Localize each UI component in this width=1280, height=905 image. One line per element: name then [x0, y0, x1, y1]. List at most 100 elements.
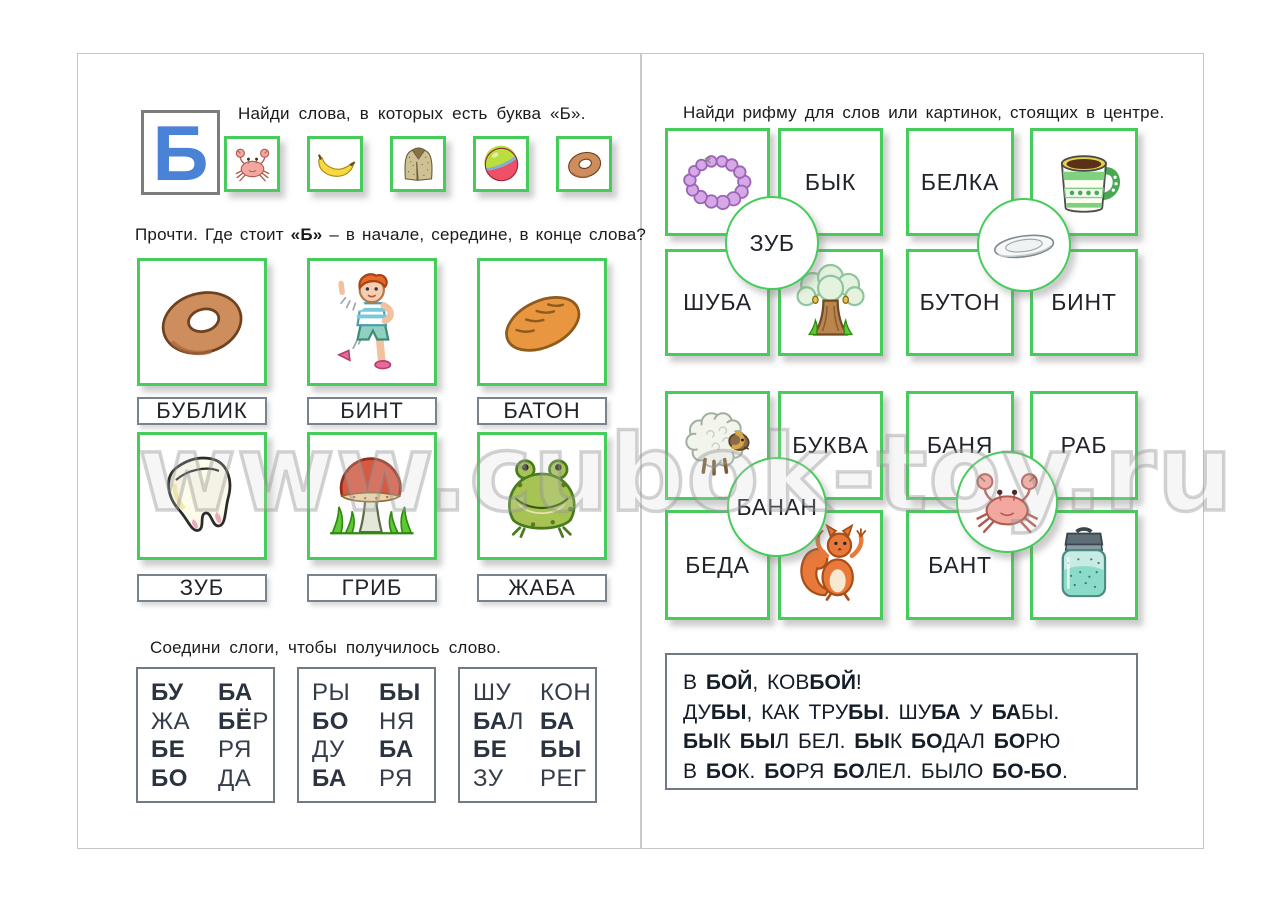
rhyme-title: Найди рифму для слов или картинок, стоящ…: [683, 103, 1165, 122]
task2-title: Прочти. Где стоит «Б» – в начале, середи…: [135, 225, 647, 244]
mushroom-icon: [316, 441, 428, 551]
syllable-box: РЫ БЫ БО НЯ ДУ БА БА РЯ: [297, 667, 436, 803]
syllable-cell: БАЛ: [473, 707, 524, 735]
syllable-box: ШУ КОН БАЛ БА БЕ БЫ ЗУ РЕГ: [458, 667, 597, 803]
syllable-cell: БЁР: [218, 707, 269, 735]
syllable-row: ЖА БЁР: [138, 708, 273, 737]
mug-icon: [1038, 136, 1130, 228]
rhyme-circle-word: БАНАН: [736, 493, 818, 520]
tooth-icon: [146, 441, 258, 551]
picture-card: [477, 432, 607, 560]
rhyme-card: БЕЛКА: [906, 128, 1014, 236]
rhyme-word: БЕЛКА: [920, 168, 1000, 195]
task3-title: Соедини слоги, чтобы получилось слово.: [150, 638, 502, 657]
bagel-icon: [562, 142, 607, 187]
reading-line: В БОЙ, КОВБОЙ!: [683, 671, 862, 694]
reading-line: ДУБЫ, КАК ТРУБЫ. ШУБА У БАБЫ.: [683, 700, 1060, 724]
rhyme-circle-word: ЗУБ: [749, 229, 795, 256]
syllable-cell: БА: [218, 679, 253, 707]
rhyme-word: БЫК: [804, 168, 857, 195]
frog-icon: [486, 441, 598, 551]
syllable-cell: ДА: [218, 764, 252, 792]
syllable-cell: ЗУ: [473, 764, 504, 792]
task1-card: [390, 136, 446, 192]
syllable-cell: НЯ: [379, 707, 415, 735]
syllable-cell: БО: [312, 707, 349, 735]
squirrel-icon: [786, 518, 875, 612]
banana-icon: [313, 142, 358, 187]
syllable-cell: БА: [379, 736, 414, 764]
plate-icon: [987, 208, 1061, 282]
word-label: БАТОН: [477, 397, 607, 425]
rhyme-word: БЕДА: [685, 551, 750, 578]
rhyme-word: БАНЯ: [926, 432, 994, 458]
syllable-cell: ЖА: [151, 707, 191, 735]
necklace-icon: [673, 136, 762, 228]
syllable-row: БЕ РЯ: [138, 736, 273, 765]
word-label: БУБЛИК: [137, 397, 267, 425]
bagel-icon: [146, 267, 258, 377]
picture-card: [307, 258, 437, 386]
jar-icon: [1038, 518, 1130, 612]
syllable-box: БУ БА ЖА БЁР БЕ РЯ БО ДА: [136, 667, 275, 803]
syllable-cell: БО: [151, 764, 188, 792]
syllable-row: ШУ КОН: [460, 679, 595, 708]
word-label: ЗУБ: [137, 574, 267, 602]
syllable-cell: КОН: [540, 679, 592, 707]
rhyme-word: РАБ: [1060, 432, 1108, 458]
crab-icon: [966, 461, 1048, 543]
syllable-cell: БЫ: [379, 679, 421, 707]
rhyme-card: [665, 128, 770, 236]
ball-icon: [479, 142, 524, 187]
rhyme-circle: [956, 451, 1058, 553]
crab-icon: [230, 142, 275, 187]
word-label: ГРИБ: [307, 574, 437, 602]
task1-title: Найди слова, в которых есть буква «Б».: [238, 104, 586, 123]
syllable-row: ДУ БА: [299, 736, 434, 765]
page-divider: [640, 53, 642, 849]
rhyme-circle: ЗУБ: [725, 196, 819, 290]
task1-card: [556, 136, 612, 192]
rhyme-card: БУКВА: [778, 391, 883, 500]
syllable-cell: РЫ: [312, 679, 351, 707]
rhyme-word: БИНТ: [1051, 289, 1117, 315]
reading-box: В БОЙ, КОВБОЙ! ДУБЫ, КАК ТРУБЫ. ШУБА У Б…: [665, 653, 1138, 790]
syllable-row: БУ БА: [138, 679, 273, 708]
picture-card: [307, 432, 437, 560]
word-label: БИНТ: [307, 397, 437, 425]
syllable-row: БАЛ БА: [460, 708, 595, 737]
syllable-cell: РЯ: [218, 736, 252, 764]
syllable-row: БО ДА: [138, 765, 273, 794]
picture-card: [137, 432, 267, 560]
syllable-cell: БЫ: [540, 736, 582, 764]
syllable-cell: БЕ: [151, 736, 186, 764]
fur-coat-icon: [396, 142, 441, 187]
syllable-cell: РЕГ: [540, 764, 587, 792]
letter-tile: Б: [141, 110, 220, 195]
picture-card: [137, 258, 267, 386]
syllable-row: РЫ БЫ: [299, 679, 434, 708]
rhyme-word: БУКВА: [792, 432, 869, 458]
reading-line: В БОК. БОРЯ БОЛЕЛ. БЫЛО БО-БО.: [683, 759, 1068, 783]
oak-tree-icon: [786, 257, 875, 348]
syllable-cell: РЯ: [379, 764, 413, 792]
sheep-icon: [673, 399, 762, 492]
syllable-row: БА РЯ: [299, 765, 434, 794]
rhyme-card: БЕДА: [665, 510, 770, 620]
syllable-row: БО НЯ: [299, 708, 434, 737]
word-label: ЖАБА: [477, 574, 607, 602]
syllable-cell: БЕ: [473, 736, 508, 764]
syllable-cell: ДУ: [312, 736, 345, 764]
syllable-row: БЕ БЫ: [460, 736, 595, 765]
reading-line: БЫК БЫЛ БЕЛ. БЫК БОДАЛ БОРЮ: [683, 730, 1061, 753]
task1-card: [473, 136, 529, 192]
boy-bandage-icon: [316, 267, 428, 377]
letter-b: Б: [152, 108, 209, 197]
rhyme-word: БУТОН: [919, 289, 1001, 315]
syllable-cell: БА: [540, 707, 575, 735]
picture-card: [477, 258, 607, 386]
rhyme-word: БАНТ: [928, 551, 992, 578]
syllable-row: ЗУ РЕГ: [460, 765, 595, 794]
task1-card: [224, 136, 280, 192]
bread-loaf-icon: [486, 267, 598, 377]
